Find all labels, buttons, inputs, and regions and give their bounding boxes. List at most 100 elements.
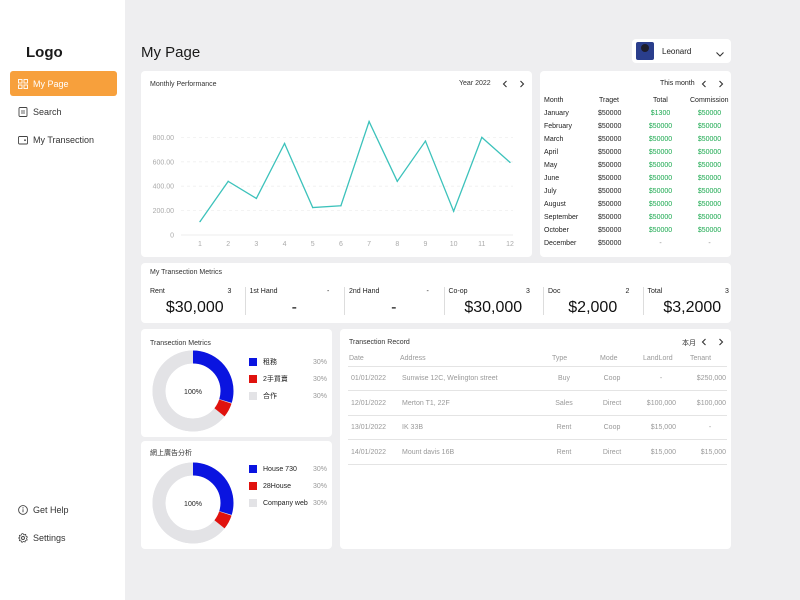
column-header: Tenant [690,355,712,362]
table-cell: $1300 [650,110,671,117]
data-point [255,197,258,200]
sidebar-item-search[interactable]: Search [10,99,117,124]
table-cell: $50000 [598,136,622,143]
table-cell: $50000 [697,227,722,234]
chevron-right-icon[interactable] [518,80,526,88]
table-cell: $50000 [697,123,722,130]
legend-item: House 730 30% [249,465,327,473]
table-cell: - [708,240,711,247]
y-tick-label: 200.00 [153,208,175,215]
card-title: Monthly Performance [150,81,217,88]
legend-item: 2手買賣 30% [249,374,327,384]
x-tick-label: 5 [311,241,315,248]
legend-label: 合作 [263,393,277,400]
sidebar-item-label: Get Help [33,504,69,515]
data-point [340,205,342,207]
table-cell: $50000 [697,149,722,156]
x-tick-label: 10 [450,241,458,248]
legend-percent: 30% [312,375,327,383]
sidebar-item-label: My Transection [33,134,95,145]
x-tick-label: 12 [506,241,514,248]
table-cell: December [544,240,577,247]
legend-label: 28House [263,482,292,490]
data-point [368,120,370,123]
chevron-left-icon[interactable] [700,338,708,346]
legend-swatch [249,375,257,383]
table-cell: $50000 [648,227,673,234]
table-cell: $50000 [648,136,673,143]
table-cell: $50000 [598,188,622,195]
table-cell: $50000 [697,110,722,117]
metric-label: 1st Hand [249,288,278,295]
user-menu[interactable]: Leonard [632,39,731,63]
data-point [481,136,483,139]
document-icon [18,106,28,117]
donut-chart: 100% [152,350,234,432]
metric-label: Co-op [448,288,468,295]
chevron-left-icon[interactable] [501,80,509,88]
table-cell: - [708,424,712,431]
data-point [396,180,398,183]
table-cell: Sales [555,399,573,407]
metric-item: Co-op 3 $30,000 [448,285,544,317]
data-point [509,161,511,164]
info-icon [18,504,28,515]
series-line [199,119,511,222]
table-cell: January [544,110,569,117]
chevron-right-icon[interactable] [717,80,725,88]
table-cell: June [544,175,560,182]
table-cell: $50000 [697,214,722,221]
data-point [424,140,427,142]
metric-label: 2nd Hand [349,288,380,295]
chevron-left-icon[interactable] [700,80,708,88]
metric-item: 1st Hand - - [249,285,345,317]
table-cell: Merton T1, 22F [402,399,450,407]
table-cell: - [659,375,663,382]
table-cell: Mount davis 16B [402,448,455,456]
table-cell: $15,000 [650,424,676,431]
metric-label: Rent [150,288,165,295]
chevron-down-icon[interactable] [715,46,725,57]
card-title: 網上廣告分析 [150,450,192,457]
divider [348,414,727,416]
table-cell: Buy [557,375,571,382]
table-cell: 12/01/2022 [351,399,387,407]
metric-value: $30,000 [464,299,523,316]
divider [348,463,727,465]
table-cell: $50000 [598,175,622,182]
legend-label: House 730 [263,465,297,473]
sidebar-item-my-page[interactable]: My Page [10,71,117,96]
table-cell: $50000 [598,240,622,247]
legend-swatch [249,482,257,490]
table-cell: 13/01/2022 [351,424,387,431]
table-cell: $100,000 [646,399,676,407]
chevron-right-icon[interactable] [717,338,725,346]
table-cell: $50000 [648,162,673,169]
metric-item: Doc 2 $2,000 [548,285,644,317]
table-cell: Rent [556,424,572,431]
legend-percent: 30% [312,358,327,366]
table-cell: $100,000 [696,399,726,407]
period-label: 本月 [682,340,696,347]
table-cell: $50000 [697,162,722,169]
metric-count: 3 [526,288,530,295]
y-tick-label: 600.00 [153,159,175,166]
sidebar-item-settings[interactable]: Settings [10,525,117,550]
sidebar-item-get-help[interactable]: Get Help [10,497,117,522]
legend-item: 合作 30% [249,391,327,401]
metric-item: 2nd Hand - - [349,285,445,317]
monthly-target-card: This month Month Traget Total Commission Jan… [540,71,731,257]
legend-swatch [249,358,257,366]
avatar [636,42,654,60]
legend-item: 28House 30% [249,482,327,490]
donut-slice [152,350,234,432]
table-cell: Coop [603,424,621,431]
x-tick-label: 11 [478,241,485,248]
column-header: Month [544,97,564,104]
donut-center-label: 100% [184,389,202,396]
sidebar-item-my-transection[interactable]: My Transection [10,127,117,152]
table-cell: March [544,136,564,143]
period-label: This month [660,80,695,87]
table-cell: $15,000 [650,448,676,456]
donut-slice [152,462,234,544]
